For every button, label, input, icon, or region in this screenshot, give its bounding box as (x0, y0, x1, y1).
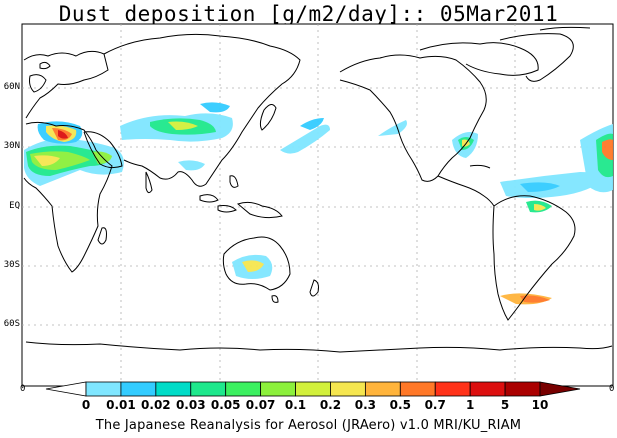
lat-label-30s: 30S (3, 260, 20, 270)
colorbar-tick-label: 0.7 (424, 398, 446, 412)
left-edge-label: 0 (20, 384, 26, 394)
colorbar-tick-label: 0.02 (141, 398, 171, 412)
colorbar-tick-label: 5 (500, 398, 510, 412)
colorbar-cell (225, 381, 262, 397)
colorbar-tick-label: 1 (465, 398, 475, 412)
right-edge-label: 0 (609, 384, 615, 394)
colorbar-tick-label: 0 (81, 398, 91, 412)
colorbar-cell (120, 381, 157, 397)
colorbar-cell (85, 381, 122, 397)
colorbar-tick-label: 0.3 (354, 398, 376, 412)
colorbar-tick-label: 0.03 (175, 398, 206, 412)
colorbar-over-arrow (539, 381, 581, 397)
colorbar-tick-label: 0.01 (106, 398, 136, 412)
colorbar-tick-label: 10 (531, 398, 549, 412)
map-title: Dust deposition [g/m2/day]:: 05Mar2011 (58, 2, 559, 26)
lat-label-30n: 30N (3, 141, 20, 151)
colorbar-cell (295, 381, 331, 397)
colorbar-tick-label: 0.05 (210, 398, 241, 412)
colorbar-tick-label: 0.2 (319, 398, 342, 412)
colorbar-cell (330, 381, 366, 397)
dust-pacific (280, 124, 330, 154)
colorbar-cell (504, 381, 541, 397)
colorbar-cell (190, 381, 227, 397)
dust-shading (24, 102, 613, 305)
lat-label-60s: 60S (3, 319, 20, 329)
colorbar-tick-label: 0.07 (245, 398, 276, 412)
colorbar-cell (260, 381, 296, 397)
colorbar-cell (155, 381, 192, 397)
colorbar-cell (399, 381, 436, 397)
grid-lines (22, 24, 613, 386)
colorbar-cell (364, 381, 401, 397)
colorbar-cells (85, 381, 541, 397)
colorbar-cell (469, 381, 506, 397)
lat-label-eq: EQ (9, 201, 20, 211)
colorbar-tick-label: 0.5 (389, 398, 411, 412)
colorbar-tick-label: 0.1 (284, 398, 307, 412)
coastlines (23, 26, 613, 353)
lat-label-60n: 60N (3, 82, 20, 92)
map-frame (21, 23, 614, 387)
colorbar-cell (434, 381, 471, 397)
colorbar (45, 381, 581, 397)
caption: The Japanese Reanalysis for Aerosol (JRA… (95, 418, 522, 433)
